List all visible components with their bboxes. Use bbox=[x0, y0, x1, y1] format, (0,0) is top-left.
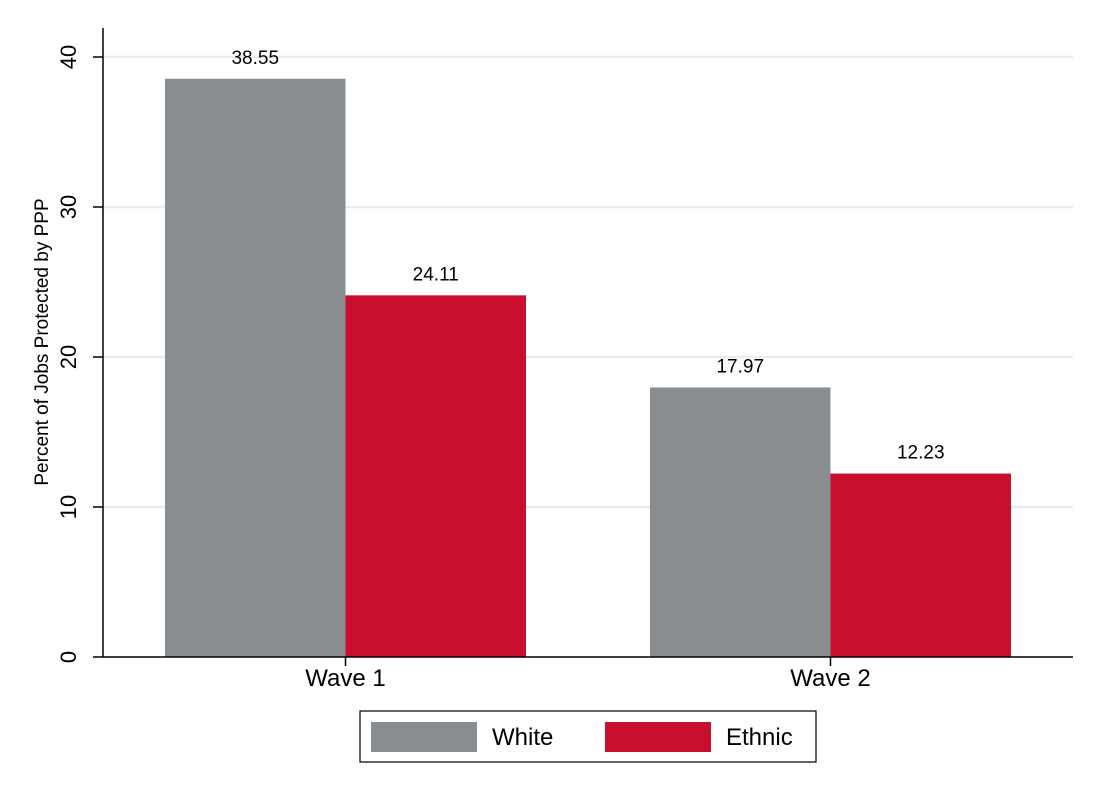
x-tick-label: Wave 2 bbox=[790, 665, 870, 692]
data-label: 38.55 bbox=[231, 48, 279, 69]
bar-white-wave-1 bbox=[165, 78, 346, 657]
data-label: 17.97 bbox=[716, 356, 764, 377]
bar-white-wave-2 bbox=[650, 387, 831, 657]
legend-swatch-ethnic bbox=[605, 722, 711, 752]
y-tick-label: 0 bbox=[56, 651, 81, 663]
y-tick-label: 30 bbox=[56, 195, 81, 219]
x-axis-ticks: Wave 1 Wave 2 bbox=[305, 657, 871, 692]
legend-swatch-white bbox=[371, 722, 477, 752]
y-axis-title: Percent of Jobs Protected by PPP bbox=[32, 198, 53, 485]
x-tick-label: Wave 1 bbox=[305, 665, 385, 692]
legend-label-ethnic: Ethnic bbox=[726, 724, 793, 751]
data-labels: 38.55 24.11 17.97 12.23 bbox=[231, 48, 944, 464]
data-label: 24.11 bbox=[413, 264, 459, 285]
y-tick-label: 20 bbox=[56, 345, 81, 369]
legend: White Ethnic bbox=[359, 710, 817, 763]
y-axis-ticks: 0 10 20 30 40 bbox=[56, 45, 103, 663]
bar-ethnic-wave-2 bbox=[830, 473, 1011, 657]
y-tick-label: 40 bbox=[56, 45, 81, 69]
bar-ethnic-wave-1 bbox=[345, 295, 526, 657]
bars bbox=[165, 78, 1011, 657]
y-tick-label: 10 bbox=[56, 495, 81, 519]
data-label: 12.23 bbox=[897, 443, 945, 464]
legend-label-white: White bbox=[492, 724, 553, 751]
